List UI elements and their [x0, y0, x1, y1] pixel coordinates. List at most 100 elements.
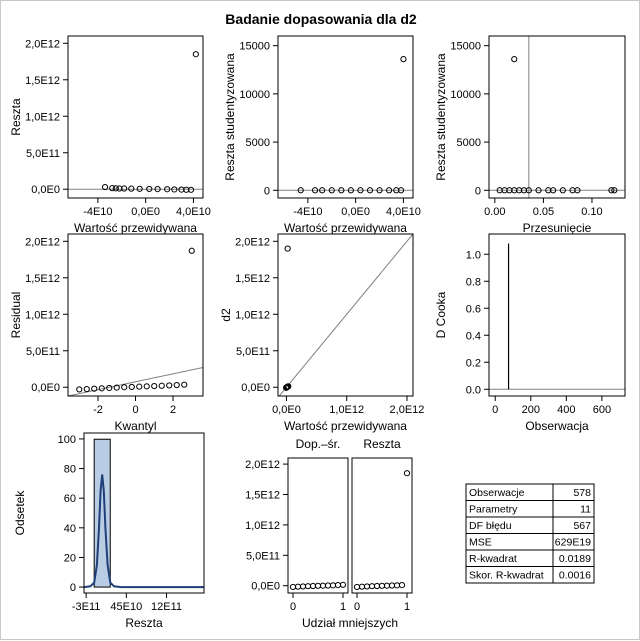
x-axis-label: Wartość przewidywana	[74, 221, 197, 235]
y-tick-label: 100	[58, 434, 76, 446]
y-tick-label: 5,0E11	[26, 346, 60, 358]
y-tick-label: 1,0E12	[25, 309, 60, 321]
stat-value: 0.0016	[559, 570, 591, 582]
x-tick-label: 0	[290, 601, 296, 613]
data-point	[389, 583, 394, 588]
x-tick-label: 1	[404, 601, 410, 613]
x-tick-label: 45E10	[110, 601, 142, 613]
y-tick-label: 2,0E12	[235, 236, 270, 248]
data-point	[394, 583, 399, 588]
x-tick-label: 400	[557, 404, 575, 416]
data-point	[335, 582, 340, 587]
x-tick-label: 0	[132, 404, 138, 416]
y-tick-label: 2,0E12	[25, 38, 60, 50]
plot-frame	[489, 234, 625, 396]
x-tick-label: -3E11	[72, 601, 101, 613]
plot-frame	[489, 36, 625, 198]
y-tick-label: 0.2	[466, 357, 481, 369]
x-axis-label: Wartość przewidywana	[284, 419, 407, 433]
x-axis-label: Reszta	[125, 616, 163, 630]
x-axis-label: Przesunięcie	[523, 221, 592, 235]
stat-name: DF błędu	[469, 520, 512, 532]
y-axis-label: d2	[219, 308, 233, 322]
data-point	[129, 384, 134, 389]
stat-value: 0.0189	[559, 553, 591, 565]
x-axis-label: Udział mniejszych	[302, 616, 398, 630]
data-point	[384, 583, 389, 588]
y-tick-label: 0	[475, 185, 481, 197]
x-tick-label: 0,0E0	[272, 404, 301, 416]
data-point	[315, 583, 320, 588]
data-point	[404, 471, 409, 476]
y-tick-label: 1.0	[466, 249, 481, 261]
x-tick-label: 0.00	[484, 206, 505, 218]
x-tick-label: 0.10	[581, 206, 602, 218]
y-axis-label: Odsetek	[13, 490, 27, 536]
x-tick-label: 2	[170, 404, 176, 416]
y-tick-label: 1,5E12	[25, 75, 60, 87]
y-tick-label: 15000	[450, 41, 481, 53]
y-tick-label: 1,5E12	[235, 273, 270, 285]
y-tick-label: 0,0E0	[31, 184, 60, 196]
y-tick-label: 1,0E12	[235, 309, 270, 321]
y-tick-label: 5000	[457, 137, 481, 149]
y-axis-label: Residual	[9, 292, 23, 339]
data-point	[122, 385, 127, 390]
data-point	[399, 582, 404, 587]
y-tick-label: 0	[264, 185, 270, 197]
stat-value: 629E19	[555, 537, 591, 549]
stat-name: MSE	[469, 537, 492, 549]
x-axis-label: Obserwacja	[525, 419, 589, 433]
stat-value: 11	[580, 504, 591, 516]
y-tick-label: 1,0E12	[25, 111, 60, 123]
y-tick-label: 5,0E11	[26, 148, 60, 160]
y-tick-label: 15000	[239, 41, 270, 53]
y-axis-label: Reszta studentyzowana	[223, 53, 237, 181]
x-tick-label: 0,0E0	[131, 206, 160, 218]
stat-value: 567	[573, 520, 591, 532]
stat-name: Skor. R-kwadrat	[469, 570, 544, 582]
data-point	[295, 584, 300, 589]
data-point	[152, 383, 157, 388]
y-tick-label: 2,0E12	[25, 236, 60, 248]
x-tick-label: 0	[492, 404, 498, 416]
y-tick-label: 5000	[246, 137, 270, 149]
plot-frame	[352, 458, 412, 593]
y-tick-label: 60	[64, 493, 76, 505]
data-point	[340, 582, 345, 587]
facet-label: Reszta	[363, 437, 401, 451]
data-point	[137, 384, 142, 389]
data-point	[305, 584, 310, 589]
x-tick-label: 1	[340, 601, 346, 613]
data-point	[300, 584, 305, 589]
y-tick-label: 0.6	[466, 303, 481, 315]
data-point	[364, 584, 369, 589]
y-axis-label: Reszta	[9, 98, 23, 136]
y-tick-label: 5,0E11	[236, 346, 270, 358]
y-tick-label: 10000	[239, 89, 270, 101]
stat-name: R-kwadrat	[469, 553, 517, 565]
stat-name: Parametry	[469, 504, 518, 516]
y-tick-label: 1,0E12	[245, 520, 280, 532]
x-tick-label: -4E10	[83, 206, 112, 218]
x-tick-label: 12E11	[151, 601, 182, 613]
y-tick-label: 0.0	[466, 384, 481, 396]
data-point	[330, 583, 335, 588]
y-tick-label: 20	[64, 552, 76, 564]
x-tick-label: 200	[522, 404, 540, 416]
data-point	[325, 583, 330, 588]
x-tick-label: -2	[93, 404, 103, 416]
data-point	[84, 386, 89, 391]
plot-frame	[68, 36, 203, 198]
data-point	[310, 583, 315, 588]
x-tick-label: 4,0E10	[176, 206, 211, 218]
data-point	[167, 383, 172, 388]
data-point	[320, 583, 325, 588]
x-axis-label: Kwantyl	[114, 419, 156, 433]
